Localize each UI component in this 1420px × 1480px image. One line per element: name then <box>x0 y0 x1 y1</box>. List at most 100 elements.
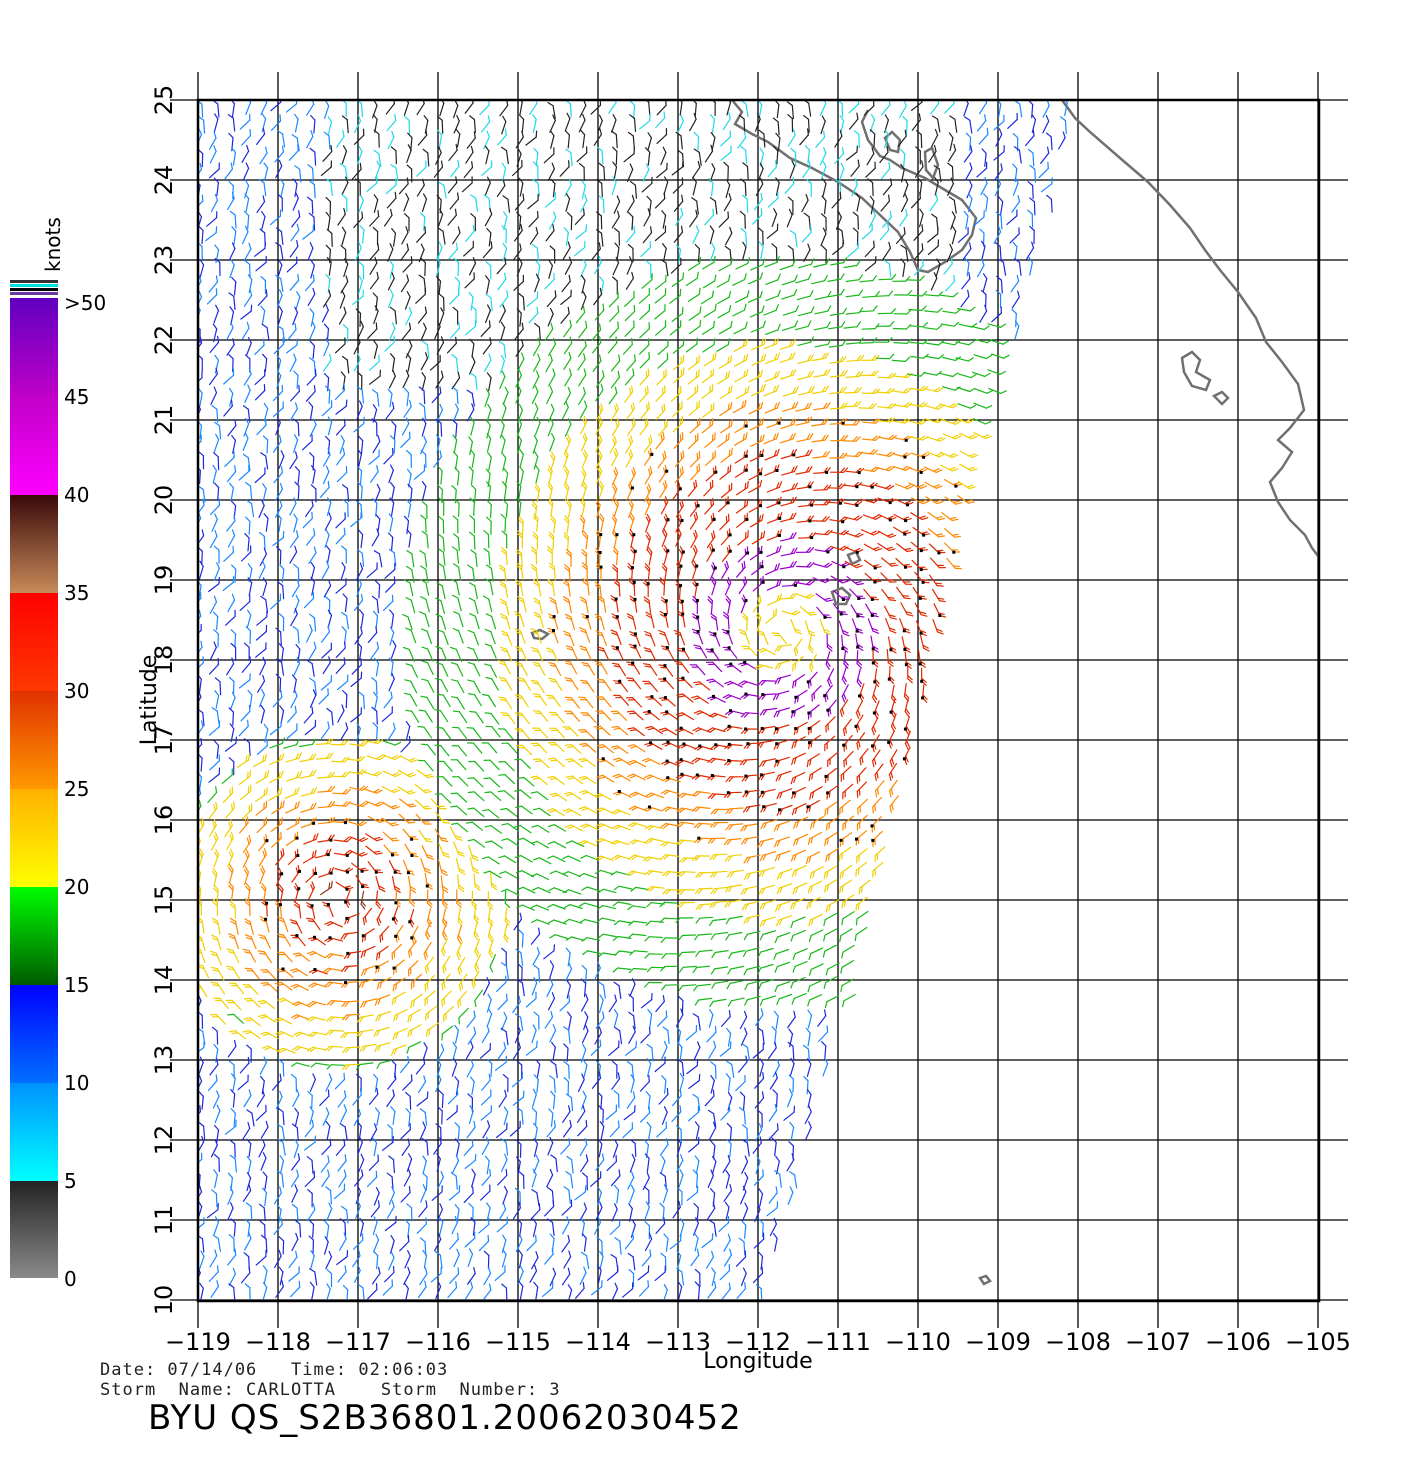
wind-barb <box>875 290 894 297</box>
wind-barb <box>725 807 744 815</box>
wind-barb <box>350 671 363 688</box>
wind-barb <box>484 578 494 596</box>
wind-barb <box>228 707 234 726</box>
wind-barb <box>629 512 635 532</box>
wind-barb <box>855 896 868 912</box>
wind-barb <box>352 1088 362 1106</box>
wind-barb <box>469 497 475 516</box>
wind-barb <box>223 399 233 417</box>
wind-barb <box>326 1016 345 1022</box>
wind-barb <box>499 370 506 390</box>
wind-barb <box>774 659 792 670</box>
lon-tick-label: −110 <box>885 1328 951 1356</box>
wind-barb <box>735 560 746 578</box>
wind-barb <box>358 609 364 628</box>
wind-barb <box>226 948 240 964</box>
wind-barb <box>820 227 827 247</box>
wind-barb <box>642 856 662 862</box>
wind-barb <box>847 241 859 258</box>
wind-barb <box>809 786 823 800</box>
wind-barb <box>397 786 416 795</box>
wind-barb <box>655 111 666 129</box>
wind-barb <box>845 145 859 161</box>
wind-barb <box>257 674 266 693</box>
wind-barb <box>832 239 844 255</box>
wind-barb <box>386 113 397 132</box>
wind-barb <box>515 339 524 357</box>
wind-barb <box>675 839 695 845</box>
lat-tick-label: 15 <box>150 885 178 916</box>
wind-barb <box>807 1009 813 1029</box>
wind-barb <box>932 618 944 635</box>
wind-barb <box>706 543 715 562</box>
wind-barb <box>244 179 250 199</box>
wind-barb <box>841 666 848 685</box>
wind-barb <box>498 696 513 710</box>
wind-barb <box>742 789 760 798</box>
wind-barb <box>425 921 432 941</box>
wind-barb <box>845 274 864 283</box>
wind-barb <box>858 683 865 702</box>
wind-barb <box>594 303 605 321</box>
wind-barb <box>212 898 219 917</box>
wind-barb <box>722 646 738 659</box>
wind-barb <box>882 210 892 228</box>
wind-barb <box>356 1014 374 1024</box>
wind-barb <box>861 435 881 441</box>
wind-barb <box>326 1202 333 1222</box>
wind-barb <box>382 740 402 746</box>
wind-barb <box>843 321 862 329</box>
wind-barb <box>877 542 896 552</box>
wind-barb <box>885 617 897 634</box>
wind-barb <box>957 227 969 243</box>
wind-barb <box>724 854 743 862</box>
wind-barb <box>291 134 300 152</box>
wind-barb <box>244 242 252 261</box>
wind-barb <box>720 447 733 463</box>
wind-barb <box>325 385 331 404</box>
wind-barb <box>764 464 780 476</box>
wind-barb <box>531 824 550 833</box>
wind-barb <box>657 450 667 469</box>
wind-barb <box>231 564 237 583</box>
wind-barb <box>420 565 429 583</box>
wind-barb <box>790 705 806 719</box>
wind-barb <box>710 886 729 895</box>
wind-barb <box>797 306 815 317</box>
wind-barb <box>469 514 475 534</box>
wind-barb <box>808 913 823 927</box>
wind-barb <box>737 131 747 149</box>
wind-barb <box>627 1171 635 1190</box>
wind-barb <box>887 636 897 654</box>
wind-barb <box>641 757 661 765</box>
wind-barb <box>724 662 742 673</box>
wind-barb <box>855 910 869 926</box>
wind-barb <box>915 146 921 165</box>
wind-barb <box>611 1072 621 1090</box>
wind-barb <box>743 914 761 925</box>
wind-barb <box>518 1280 524 1300</box>
wind-barb <box>424 956 435 975</box>
wind-barb <box>780 448 798 460</box>
wind-barb <box>613 694 630 706</box>
wind-barb <box>564 481 570 501</box>
wind-barb <box>596 696 612 708</box>
wind-barb <box>481 115 491 133</box>
wind-barb <box>719 513 730 531</box>
wind-barb <box>1040 177 1053 193</box>
wind-barb <box>229 691 236 711</box>
wind-barb <box>339 290 346 309</box>
wind-barb <box>465 1281 474 1300</box>
wind-barb <box>486 499 492 519</box>
wind-barb <box>357 145 363 165</box>
wind-barb <box>839 879 853 894</box>
wind-barb <box>808 734 821 750</box>
wind-barb <box>388 859 402 875</box>
wind-barb <box>862 290 880 298</box>
wind-barb <box>750 320 766 333</box>
wind-barb <box>629 114 637 132</box>
wind-barb <box>894 483 914 490</box>
wind-barb <box>243 866 250 886</box>
wind-barb <box>595 229 604 247</box>
wind-barb <box>577 1073 585 1093</box>
